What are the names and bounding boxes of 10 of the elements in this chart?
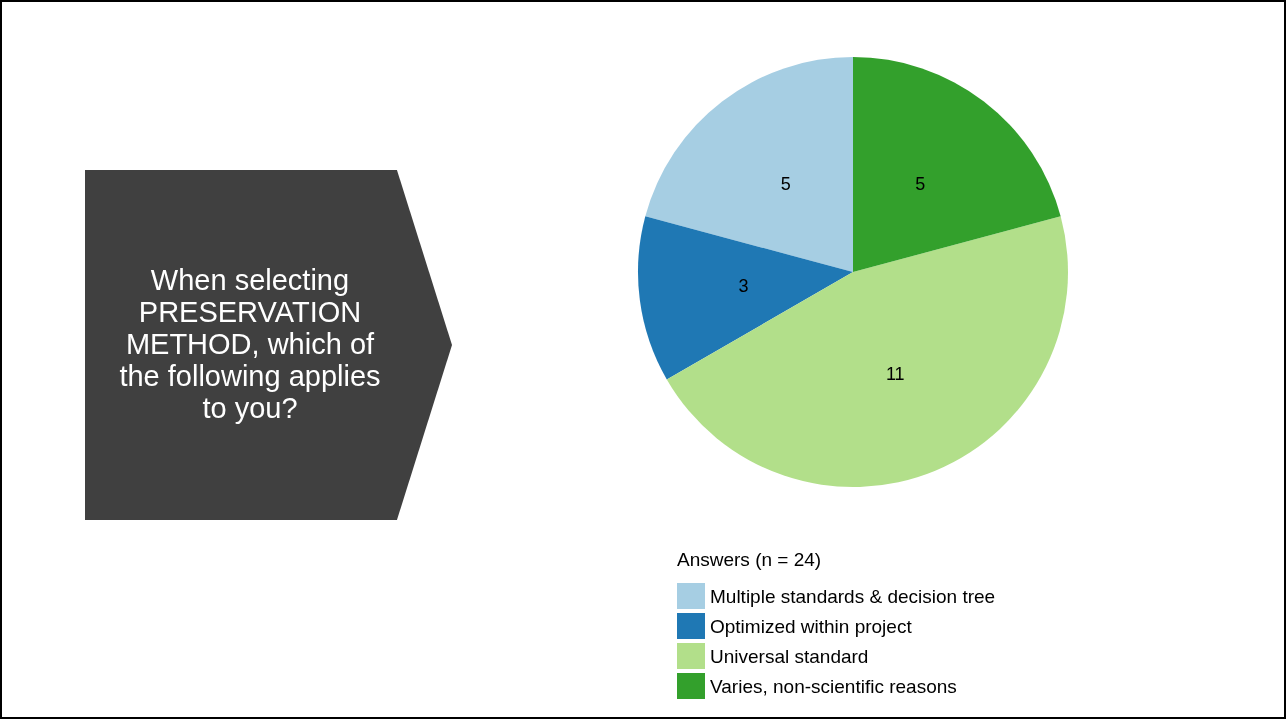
- data-label: 3: [738, 276, 749, 297]
- data-label: 5: [915, 174, 926, 195]
- legend-title: Answers (n = 24): [677, 549, 822, 570]
- legend-label: Universal standard: [710, 645, 869, 667]
- data-label: 11: [885, 364, 905, 385]
- text: When selecting PRESERVATION METHOD, which of the following applies to you?: [118, 263, 382, 426]
- legend-label: Multiple standards & decision tree: [710, 585, 996, 607]
- legend-label: Optimized within project: [710, 615, 913, 637]
- legend-label: Varies, non-scientific reasons: [710, 675, 957, 697]
- data-label: 5: [780, 174, 791, 195]
